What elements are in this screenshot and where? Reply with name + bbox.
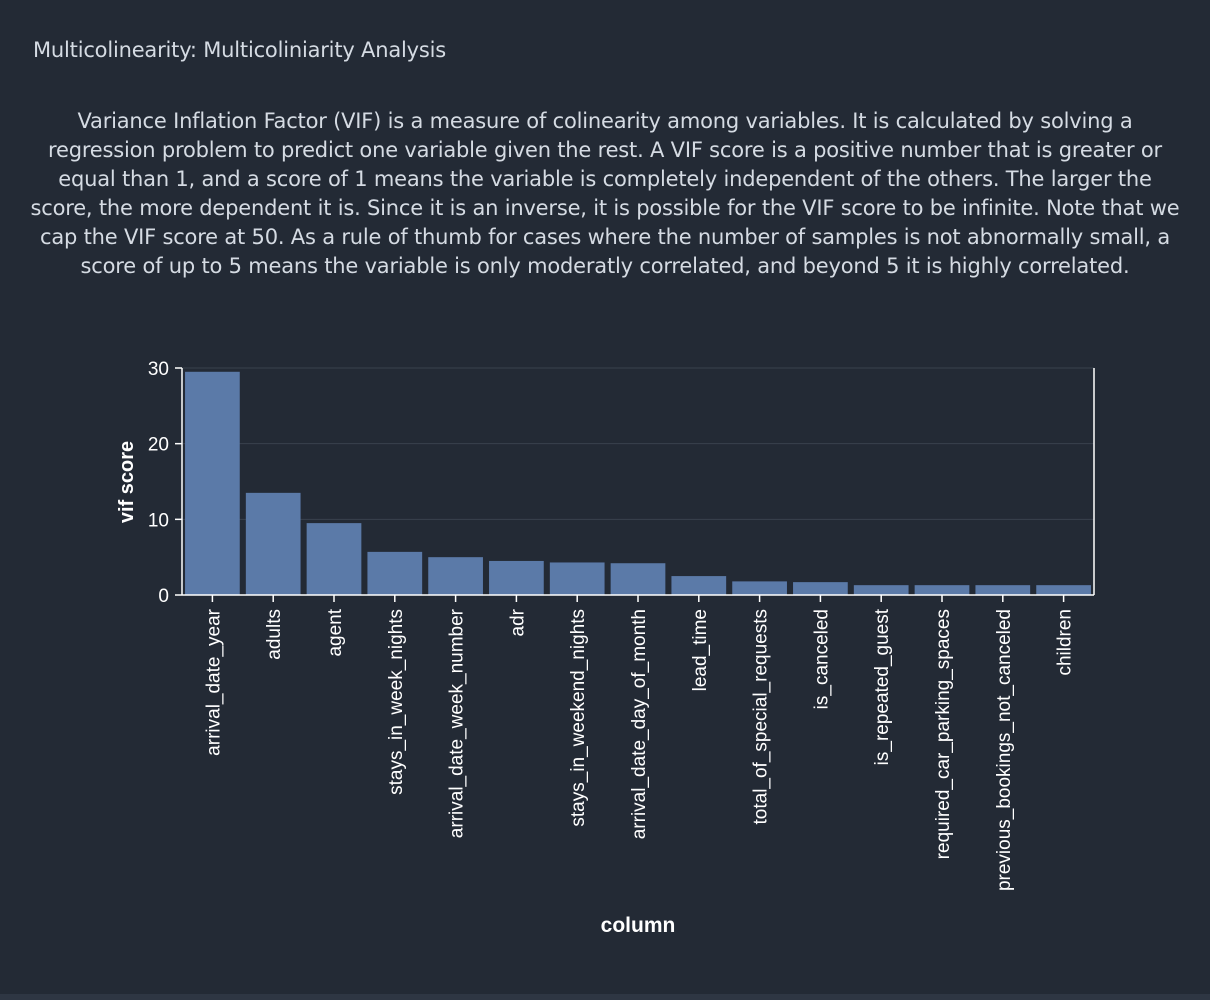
x-tick-label: adults	[264, 609, 285, 660]
bar-children	[1036, 585, 1091, 595]
gridlines	[182, 367, 1094, 520]
bar-arrival_date_day_of_month	[610, 563, 666, 595]
bar-is_repeated_guest	[853, 585, 909, 595]
axes	[175, 367, 1095, 602]
x-tick-label: adr	[507, 608, 528, 636]
bar-stays_in_weekend_nights	[549, 562, 605, 595]
bar-total_of_special_requests	[732, 581, 787, 595]
bar-is_canceled	[793, 582, 848, 595]
y-axis-title: vif score	[116, 441, 138, 523]
x-tick-label: stays_in_weekend_nights	[568, 609, 589, 827]
x-tick-label: lead_time	[690, 609, 711, 691]
bar-arrival_date_week_number	[428, 557, 483, 595]
tick-labels: 0 10 20 30 arrival_date_year adults agent stays…	[148, 359, 1076, 891]
bar-stays_in_week_nights	[367, 551, 423, 595]
x-tick-label: is_repeated_guest	[872, 608, 893, 765]
x-axis-title: column	[601, 914, 676, 937]
bar-agent	[306, 523, 362, 595]
bar-arrival_date_year	[185, 371, 240, 595]
x-tick-label: children	[1055, 609, 1076, 676]
y-tick-label: 30	[148, 359, 169, 380]
bar-lead_time	[671, 576, 727, 595]
x-tick-label: arrival_date_year	[203, 608, 224, 755]
x-tick-label: arrival_date_day_of_month	[629, 609, 650, 839]
panel-bottom-border	[0, 994, 1210, 1000]
x-tick-label: required_car_parking_spaces	[933, 609, 954, 859]
bar-previous_bookings_not_canceled	[975, 585, 1031, 595]
x-tick-label: stays_in_week_nights	[386, 609, 407, 795]
vif-description: Variance Inflation Factor (VIF) is a mea…	[30, 109, 1180, 278]
y-tick-label: 0	[158, 586, 169, 607]
y-tick-label: 20	[148, 435, 169, 456]
x-tick-label: previous_bookings_not_canceled	[994, 609, 1015, 891]
x-tick-label: arrival_date_week_number	[447, 608, 468, 838]
bar-adults	[245, 492, 301, 595]
panel-title: Multicolinearity: Multicoliniarity Analy…	[33, 38, 446, 62]
y-tick-label: 10	[148, 510, 169, 531]
x-tick-label: total_of_special_requests	[751, 609, 772, 824]
bar-adr	[489, 560, 544, 595]
x-tick-label: agent	[325, 608, 346, 656]
bars	[185, 371, 1091, 595]
x-tick-label: is_canceled	[811, 609, 832, 709]
bar-required_car_parking_spaces	[914, 585, 970, 595]
